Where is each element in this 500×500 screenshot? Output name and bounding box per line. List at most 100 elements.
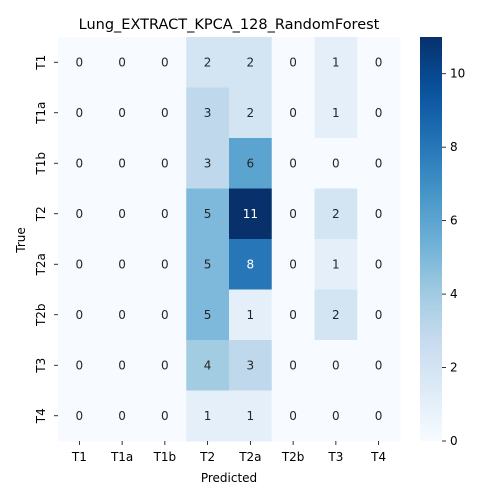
heatmap-cell (58, 390, 102, 442)
cell-value-label: 0 (161, 308, 169, 322)
heatmap-cell (229, 188, 273, 240)
heatmap-cell (143, 239, 187, 290)
y-tick-label: T2a (34, 253, 48, 276)
cell-value-label: 8 (247, 257, 255, 271)
heatmap-cell (271, 138, 315, 189)
cell-value-label: 0 (118, 106, 126, 120)
cell-value-label: 0 (332, 409, 340, 423)
colorbar-tick-label: 0 (450, 434, 458, 448)
heatmap-cell (314, 239, 358, 290)
y-axis-ticks: T1 T1a T1b T2 T2a T2b T3 T4 (34, 55, 58, 424)
heatmap-cell (143, 138, 187, 189)
cell-value-label: 0 (76, 409, 84, 423)
y-tick-label: T4 (34, 408, 48, 424)
heatmap-cell (186, 37, 230, 88)
heatmap-cell (58, 340, 102, 391)
cell-value-label: 0 (289, 156, 297, 170)
y-axis-label: True (14, 227, 28, 254)
x-tick-label: T4 (370, 450, 386, 464)
heatmap-cell (58, 188, 102, 240)
heatmap-cell (314, 37, 358, 88)
y-tick-label: T1 (34, 55, 48, 71)
cell-value-label: 0 (289, 257, 297, 271)
x-axis-ticks: T1 T1a T1b T2 T2a T2b T3 T4 (71, 441, 386, 464)
colorbar-tick-label: 6 (450, 214, 458, 228)
heatmap-cell (58, 289, 102, 341)
heatmap-cell (58, 87, 102, 139)
cell-value-label: 2 (247, 55, 255, 69)
colorbar-tick-label: 10 (450, 67, 465, 81)
cell-value-label: 0 (76, 308, 84, 322)
heatmap-cell (143, 289, 187, 341)
cell-value-label: 0 (289, 358, 297, 372)
heatmap-cell (229, 87, 273, 139)
heatmap-cell (100, 340, 144, 391)
x-tick-label: T1 (71, 450, 87, 464)
cell-value-label: 1 (332, 257, 340, 271)
heatmap-cell (100, 87, 144, 139)
cell-value-label: 0 (118, 257, 126, 271)
cell-value-label: 0 (118, 308, 126, 322)
cell-value-label: 2 (247, 106, 255, 120)
cell-value-label: 0 (118, 358, 126, 372)
heatmap-cell (229, 138, 273, 189)
cell-value-label: 0 (118, 409, 126, 423)
cell-value-label: 0 (118, 55, 126, 69)
cell-value-label: 0 (161, 55, 169, 69)
cell-value-label: 5 (204, 257, 212, 271)
cell-value-label: 0 (375, 308, 383, 322)
heatmap-cell (357, 87, 401, 139)
heatmap-cell (271, 239, 315, 290)
heatmap-cell (314, 390, 358, 442)
heatmap-cell (186, 289, 230, 341)
cell-value-label: 0 (289, 308, 297, 322)
heatmap-cell (58, 239, 102, 290)
heatmap-cell (229, 239, 273, 290)
heatmap-cell (100, 390, 144, 442)
y-tick-label: T3 (34, 358, 48, 374)
heatmap-cell (186, 138, 230, 189)
cell-value-label: 0 (375, 409, 383, 423)
heatmap-cell (100, 239, 144, 290)
cell-value-label: 0 (161, 409, 169, 423)
cell-value-label: 0 (332, 156, 340, 170)
cell-value-label: 2 (332, 207, 340, 221)
y-tick-label: T1a (34, 102, 48, 125)
cell-value-label: 1 (247, 308, 255, 322)
x-tick-label: T1a (110, 450, 133, 464)
heatmap-cell (186, 340, 230, 391)
colorbar-tick-label: 4 (450, 287, 458, 301)
heatmap-cell (186, 390, 230, 442)
cell-value-label: 3 (204, 106, 212, 120)
heatmap-cell (271, 289, 315, 341)
heatmap-cell (100, 289, 144, 341)
heatmap-cell (314, 188, 358, 240)
cell-value-label: 0 (161, 156, 169, 170)
heatmap-cell (314, 138, 358, 189)
cell-value-label: 0 (161, 207, 169, 221)
heatmap-cell (143, 87, 187, 139)
heatmap-cell (143, 340, 187, 391)
colorbar-gradient (420, 37, 442, 441)
heatmap-cell (271, 188, 315, 240)
heatmap-cell (314, 289, 358, 341)
heatmap-cell (100, 37, 144, 88)
cell-value-label: 0 (375, 257, 383, 271)
heatmap-cell (357, 340, 401, 391)
cell-value-label: 0 (76, 55, 84, 69)
cell-value-label: 0 (161, 106, 169, 120)
heatmap-cell (143, 390, 187, 442)
x-axis-label: Predicted (201, 471, 257, 485)
y-tick-label: T2b (34, 303, 48, 327)
heatmap-cell (314, 340, 358, 391)
cell-value-label: 0 (161, 358, 169, 372)
cell-value-label: 0 (161, 257, 169, 271)
cell-value-label: 2 (204, 55, 212, 69)
cell-value-label: 0 (118, 207, 126, 221)
heatmap-cell (357, 239, 401, 290)
cell-value-label: 1 (332, 106, 340, 120)
x-tick-label: T1b (153, 450, 177, 464)
chart-title: Lung_EXTRACT_KPCA_128_RandomForest (79, 17, 380, 33)
heatmap-cell (186, 87, 230, 139)
